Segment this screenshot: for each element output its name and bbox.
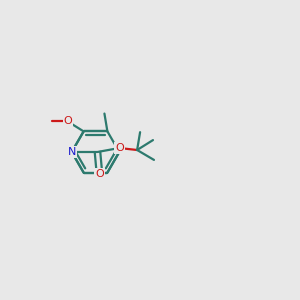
Text: N: N <box>68 147 76 157</box>
Text: O: O <box>63 116 72 127</box>
Text: O: O <box>95 169 104 179</box>
Text: O: O <box>115 143 124 153</box>
